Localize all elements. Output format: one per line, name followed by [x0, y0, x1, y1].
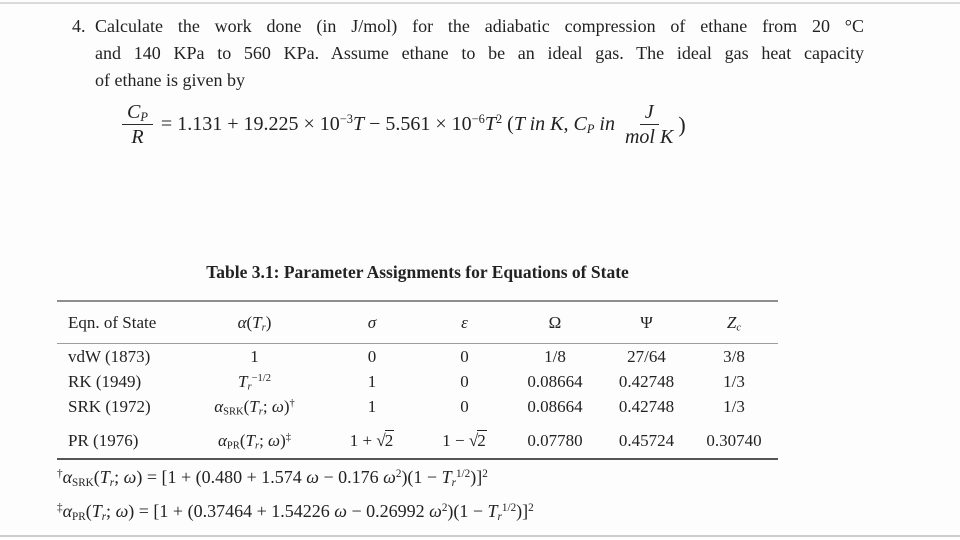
table-cell: Tr−1/2	[238, 371, 271, 393]
equation-body: = 1.131 + 19.225 × 10−3T − 5.561 × 10−6T…	[160, 112, 615, 137]
column-header-zc: Zc	[726, 312, 742, 334]
problem-text-line: Calculate the work done (in J/mol) for t…	[95, 16, 864, 36]
table-cell: 0.08664	[527, 371, 583, 391]
column-header-eqn-of-state: Eqn. of State	[68, 312, 157, 332]
table-cell: vdW (1873)	[68, 346, 151, 366]
eos-parameters-table: Eqn. of State α(Tr) σ ε Ω Ψ Zc vdW (1873…	[57, 300, 778, 460]
table-cell: 0	[460, 396, 469, 416]
table-header-row: Eqn. of State α(Tr) σ ε Ω Ψ Zc	[57, 302, 778, 343]
table-cell: 1	[250, 346, 259, 366]
equation-unit-numerator: J	[639, 101, 659, 126]
table-cell: 1	[367, 396, 377, 416]
table-cell: 1	[367, 371, 377, 391]
table-cell: 0.45724	[618, 431, 675, 450]
table-cell: 0.30740	[706, 431, 762, 450]
equation-lhs-numerator: CP	[122, 101, 153, 126]
equation-unit-denominator: mol K	[624, 126, 674, 149]
table-cell: 0.42748	[618, 371, 675, 391]
table-cell: 0	[460, 346, 469, 366]
table-cell: 27/64	[627, 346, 666, 366]
table-cell: 0.42748	[618, 396, 675, 416]
table-cell: 0.08664	[527, 396, 583, 416]
problem-text-line: and 140 KPa to 560 KPa. Assume ethane to…	[95, 43, 864, 63]
table-cell: PR (1976)	[68, 431, 139, 450]
table-cell: 0	[460, 371, 469, 391]
footnote-srk-alpha: †αSRK(Tr; ω) = [1 + (0.480 + 1.574 ω − 0…	[57, 467, 488, 489]
table-cell: 0	[367, 346, 377, 366]
column-header-sigma: σ	[367, 312, 377, 332]
column-header-epsilon: ε	[461, 312, 468, 332]
heat-capacity-equation: CP R = 1.131 + 19.225 × 10−3T − 5.561 × …	[122, 101, 686, 149]
table-cell: 1 + √2	[349, 430, 395, 450]
table-rule-bottom	[57, 458, 778, 460]
problem-text-line: of ethane is given by	[95, 70, 245, 90]
equation-lhs-fraction: CP R	[122, 101, 153, 149]
column-header-alpha: α(Tr)	[237, 312, 272, 334]
table-cell: 1/3	[723, 396, 745, 416]
table-row-vdw: vdW (1873) 1 0 0 1/8 27/64 3/8	[57, 344, 778, 369]
table-title: Table 3.1: Parameter Assignments for Equ…	[206, 262, 629, 282]
equation-close-paren: )	[678, 111, 686, 137]
table-cell: 0.07780	[527, 431, 583, 450]
equation-unit-fraction: J mol K	[620, 101, 678, 149]
column-header-psi: Ψ	[640, 312, 653, 332]
table-cell: 1/8	[544, 346, 566, 366]
problem-text: Calculate the work done (in J/mol) for t…	[95, 13, 864, 94]
problem-4: 4. Calculate the work done (in J/mol) fo…	[72, 13, 864, 94]
table-cell: SRK (1972)	[68, 396, 151, 416]
footnote-pr-alpha: ‡αPR(Tr; ω) = [1 + (0.37464 + 1.54226 ω …	[57, 501, 534, 523]
table-row-pr: PR (1976) αPR(Tr; ω)‡ 1 + √2 1 − √2 0.07…	[57, 424, 778, 458]
equation-lhs-denominator: R	[131, 126, 144, 149]
table-cell: 3/8	[723, 346, 745, 366]
table-cell: RK (1949)	[68, 371, 142, 391]
table-rule-top	[57, 300, 778, 302]
problem-number: 4.	[72, 16, 86, 36]
table-row-srk: SRK (1972) αSRK(Tr; ω)† 1 0 0.08664 0.42…	[57, 394, 778, 419]
table-row-rk: RK (1949) Tr−1/2 1 0 0.08664 0.42748 1/3	[57, 369, 778, 394]
page-top-edge	[0, 2, 960, 4]
table-rule-header	[57, 343, 778, 344]
table-cell: αPR(Tr; ω)‡	[217, 431, 291, 452]
table-cell: αSRK(Tr; ω)†	[214, 396, 295, 418]
page-bottom-edge	[0, 535, 960, 537]
table-cell: 1 − √2	[442, 430, 487, 450]
table-cell: 1/3	[723, 371, 745, 391]
column-header-omega: Ω	[548, 312, 562, 332]
